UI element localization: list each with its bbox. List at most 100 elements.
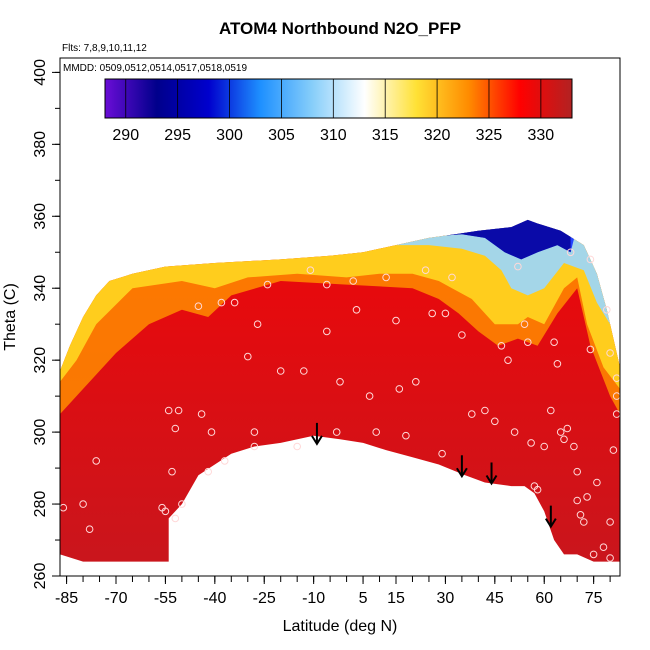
sample-point	[428, 309, 437, 318]
colorbar-tick-label: 310	[320, 127, 347, 144]
x-tick-label: 45	[486, 590, 504, 607]
sample-point	[171, 424, 180, 433]
sample-point	[194, 302, 203, 311]
sample-point	[448, 273, 456, 282]
sample-point	[510, 428, 519, 436]
x-tick-label: 60	[535, 590, 553, 607]
sample-point	[612, 392, 620, 400]
arrow-head	[544, 518, 557, 529]
x-tick-label: -55	[154, 590, 177, 607]
sample-point	[220, 457, 229, 465]
sample-point	[161, 507, 170, 516]
sample-point	[336, 378, 344, 386]
colorbar-tick-label: 300	[216, 127, 243, 144]
sample-point	[580, 518, 588, 526]
sample-point	[468, 410, 476, 418]
sample-point	[504, 356, 512, 365]
sample-point	[547, 406, 555, 415]
sample-point	[612, 374, 620, 382]
sample-point	[178, 500, 186, 508]
sample-point	[92, 457, 100, 465]
sample-point	[164, 406, 173, 415]
sample-point	[606, 518, 614, 526]
sample-point	[197, 410, 206, 418]
sample-point	[458, 331, 466, 339]
sample-point	[392, 316, 400, 325]
sample-point	[438, 449, 446, 458]
plot-frame	[59, 57, 621, 577]
sample-point	[533, 485, 542, 494]
sample-point	[306, 266, 315, 275]
y-tick-label: 260	[32, 563, 49, 590]
arrow-head	[485, 474, 498, 486]
colorbar-tick-label: 320	[424, 127, 451, 144]
sample-point	[253, 320, 262, 329]
sample-point	[573, 467, 582, 476]
x-tick-label: -40	[203, 590, 226, 607]
sample-point	[217, 298, 226, 307]
sample-point	[402, 431, 410, 440]
sample-point	[365, 392, 374, 400]
flights-subtitle: Flts: 7,8,9,10,11,12	[62, 43, 147, 54]
sample-point	[550, 338, 558, 347]
sample-point	[174, 406, 183, 415]
sample-point	[556, 428, 565, 436]
y-axis-label: Theta (C)	[2, 283, 19, 351]
dates-subtitle: MMDD: 0509,0512,0514,0517,0518,0519	[63, 63, 247, 74]
deep-blue-band	[412, 219, 571, 260]
sample-point	[171, 514, 180, 523]
sample-point	[349, 277, 358, 285]
x-tick-label: 5	[359, 590, 368, 607]
sample-point	[372, 428, 381, 436]
sample-point	[79, 500, 87, 508]
y-tick-label: 320	[32, 347, 49, 374]
sample-point	[589, 550, 598, 559]
colorbar-tick-label: 305	[268, 127, 295, 144]
sample-point	[60, 503, 68, 512]
sample-point	[520, 320, 529, 329]
sample-point	[168, 467, 176, 476]
x-tick-label: 30	[437, 590, 455, 607]
sample-point	[553, 360, 562, 368]
sample-point	[204, 467, 212, 476]
sample-point	[524, 338, 532, 347]
y-tick-label: 280	[32, 491, 49, 518]
sample-point	[583, 493, 591, 501]
sample-point	[566, 248, 575, 257]
y-tick-label: 400	[32, 59, 49, 86]
sample-point	[609, 446, 618, 454]
x-axis: -85 -70 -55 -40 -25 -10 5 15 30 45 60 75	[55, 576, 611, 607]
sample-point	[491, 417, 499, 426]
sample-point	[612, 410, 620, 418]
sample-point	[599, 543, 608, 552]
sample-point	[85, 525, 94, 534]
colorbar-tick-label: 295	[164, 127, 191, 144]
colorbar-bar	[104, 78, 573, 119]
arrow-head	[311, 435, 323, 446]
sample-point	[606, 349, 614, 357]
sample-point	[382, 273, 390, 282]
y-tick-label: 300	[32, 419, 49, 446]
colorbar-tick-label: 330	[528, 127, 555, 144]
sample-point	[250, 428, 259, 436]
colorbar-tick-label: 290	[112, 127, 139, 144]
sample-point	[603, 306, 611, 314]
sample-point	[300, 367, 308, 375]
sample-point	[586, 345, 595, 354]
sample-point	[244, 352, 252, 361]
colorbar-tick-label: 315	[372, 127, 399, 144]
sample-point	[514, 262, 522, 271]
sample-point	[395, 385, 404, 393]
sample-point	[263, 280, 272, 289]
sample-point	[276, 367, 285, 375]
sample-point	[586, 255, 595, 264]
sample-point	[332, 428, 341, 436]
sample-point	[593, 478, 601, 487]
sample-point	[573, 496, 582, 505]
x-axis-label: Latitude (deg N)	[283, 618, 398, 635]
sample-point	[412, 378, 420, 386]
chart-title: ATOM4 Northbound N2O_PFP	[219, 19, 461, 38]
y-tick-label: 380	[32, 131, 49, 158]
sample-point	[323, 327, 331, 336]
x-tick-label: 75	[585, 590, 603, 607]
